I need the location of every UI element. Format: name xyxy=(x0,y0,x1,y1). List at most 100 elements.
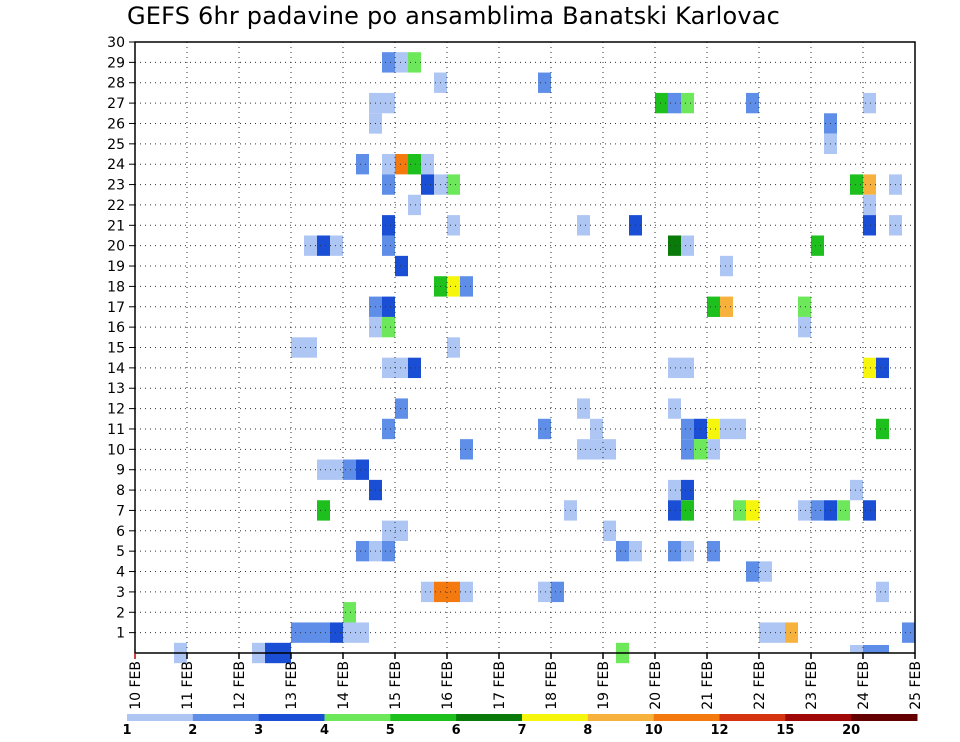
heatmap-cell xyxy=(395,52,408,73)
heatmap-cell xyxy=(798,500,811,521)
heatmap-cell xyxy=(850,174,863,195)
heatmap-cell xyxy=(850,479,863,501)
heatmap-cell xyxy=(421,154,434,175)
heatmap-cell xyxy=(395,255,408,277)
colorbar-label: 12 xyxy=(710,723,728,738)
x-tick-label: 15 FEB xyxy=(388,661,404,710)
grid-lines xyxy=(135,42,915,653)
y-tick-label: 5 xyxy=(116,544,125,560)
colorbar-label: 1 xyxy=(122,723,131,738)
heatmap-cell xyxy=(902,622,915,643)
heatmap-cell xyxy=(668,398,681,419)
heatmap-cell xyxy=(356,154,369,175)
colorbar-segment xyxy=(258,714,325,721)
heatmap-cell xyxy=(616,540,629,562)
x-tick-label: 24 FEB xyxy=(856,661,872,710)
heatmap-cell xyxy=(551,581,564,603)
heatmap-cell xyxy=(447,337,460,358)
heatmap-cell xyxy=(382,154,395,175)
y-tick-label: 4 xyxy=(116,565,125,581)
colorbar-segment xyxy=(785,714,852,721)
heatmap-cell xyxy=(681,418,694,440)
heatmap-cell xyxy=(421,174,434,195)
heatmap-cell xyxy=(837,500,850,521)
heatmap-cell xyxy=(395,520,408,541)
y-tick-label: 12 xyxy=(107,402,125,418)
y-tick-label: 1 xyxy=(116,626,125,642)
heatmap-cell xyxy=(382,52,395,73)
y-tick-label: 18 xyxy=(107,279,125,295)
colorbar-label: 5 xyxy=(386,723,395,738)
x-tick-label: 23 FEB xyxy=(804,661,820,710)
heatmap-cell xyxy=(317,235,330,256)
y-tick-label: 7 xyxy=(116,503,125,519)
heatmap-cell xyxy=(603,520,616,541)
heatmap-cell xyxy=(382,357,395,379)
heatmap-cell xyxy=(863,500,876,521)
heatmap-cell xyxy=(668,479,681,501)
heatmap-cell xyxy=(538,72,551,93)
heatmap-cell xyxy=(668,500,681,521)
x-tick-label: 20 FEB xyxy=(648,661,664,710)
heatmap-cell xyxy=(460,581,473,603)
heatmap-cell xyxy=(317,622,330,643)
colorbar-segment xyxy=(851,714,918,721)
heatmap-cell xyxy=(863,357,876,379)
heatmap-cell xyxy=(863,194,876,216)
heatmap-cell xyxy=(317,500,330,521)
heatmap-cell xyxy=(746,500,759,521)
x-tick-label: 12 FEB xyxy=(232,661,248,710)
heatmap-cell xyxy=(876,418,889,440)
heatmap-cell xyxy=(330,235,343,256)
colorbar-segment xyxy=(456,714,523,721)
heatmap-cell xyxy=(343,459,356,480)
heatmap-cell xyxy=(681,235,694,256)
colorbar-label: 3 xyxy=(254,723,263,738)
heatmap-cell xyxy=(668,235,681,256)
y-tick-label: 9 xyxy=(116,463,125,479)
heatmap-cell xyxy=(408,194,421,216)
heatmap-cell xyxy=(395,357,408,379)
colorbar-label: 7 xyxy=(517,723,526,738)
heatmap-cell xyxy=(668,540,681,562)
x-tick-label: 19 FEB xyxy=(596,661,612,710)
y-tick-label: 26 xyxy=(107,116,125,132)
heatmap-cell xyxy=(720,255,733,277)
heatmap-cell xyxy=(746,92,759,114)
y-tick-label: 10 xyxy=(107,442,125,458)
heatmap-cell xyxy=(603,439,616,460)
heatmap-cell xyxy=(343,622,356,643)
heatmap-cell xyxy=(408,52,421,73)
heatmap-cell xyxy=(668,357,681,379)
heatmap-cell xyxy=(291,337,304,358)
heatmap-cell xyxy=(330,622,343,643)
x-tick-label: 16 FEB xyxy=(440,661,456,710)
colorbar-label: 2 xyxy=(188,723,197,738)
heatmap-cell xyxy=(876,357,889,379)
heatmap-cell xyxy=(447,276,460,297)
heatmap-cell xyxy=(681,357,694,379)
heatmap-cell xyxy=(733,500,746,521)
y-tick-label: 3 xyxy=(116,585,125,601)
heatmap-cell xyxy=(538,581,551,603)
heatmap-cell xyxy=(460,276,473,297)
heatmap-cell xyxy=(408,357,421,379)
x-tick-label: 14 FEB xyxy=(336,661,352,710)
y-tick-label: 21 xyxy=(107,218,125,234)
heatmap-cell xyxy=(811,235,824,256)
y-tick-label: 13 xyxy=(107,381,125,397)
colorbar-segment xyxy=(390,714,457,721)
y-tick-label: 2 xyxy=(116,605,125,621)
heatmap-cell xyxy=(707,540,720,562)
heatmap-cell xyxy=(811,500,824,521)
heatmap-cells xyxy=(174,52,915,664)
heatmap-cell xyxy=(538,418,551,440)
heatmap-cell xyxy=(590,418,603,440)
heatmap-cell xyxy=(382,418,395,440)
x-tick-label: 21 FEB xyxy=(700,661,716,710)
heatmap-cell xyxy=(733,418,746,440)
colorbar-segment xyxy=(719,714,786,721)
colorbar-segment xyxy=(324,714,391,721)
heatmap-cell xyxy=(798,316,811,338)
